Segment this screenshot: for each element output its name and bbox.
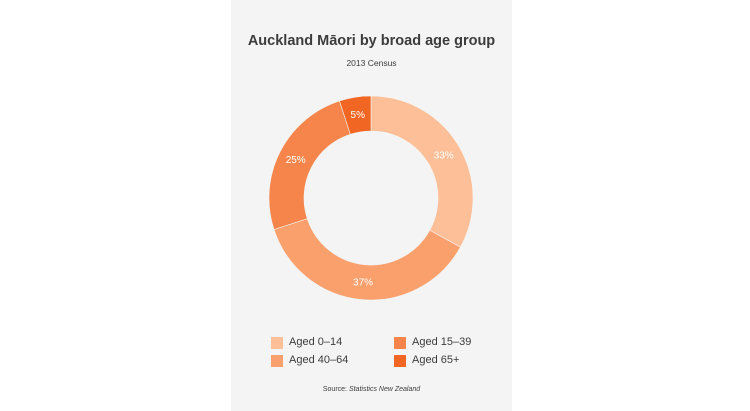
legend-swatch (394, 336, 406, 349)
legend-swatch (394, 354, 406, 367)
donut-slice-aged-40-64 (273, 218, 461, 301)
legend-label: Aged 0–14 (289, 336, 343, 348)
legend-label: Aged 15–39 (412, 336, 472, 348)
legend-swatch (271, 336, 283, 349)
source-prefix: Source: (322, 386, 347, 393)
legend-swatch (271, 354, 283, 367)
legend-label: Aged 65+ (412, 354, 460, 366)
legend-item-aged-15-39: Aged 15–39 (394, 336, 471, 349)
chart-card: Auckland Māori by broad age group 2013 C… (231, 0, 512, 411)
legend-item-aged-40-64: Aged 40–64 (271, 354, 348, 367)
source-note: Source: Statistics New Zealand (231, 385, 512, 394)
donut-chart: 33% 37% 25% 5% (268, 95, 474, 301)
slice-data-label: 37% (353, 278, 373, 289)
legend-item-aged-0-14: Aged 0–14 (271, 336, 342, 349)
chart-title: Auckland Māori by broad age group (247, 33, 496, 49)
legend-label: Aged 40–64 (289, 354, 349, 366)
source-name: Statistics New Zealand (348, 386, 421, 393)
slice-data-label: 33% (434, 150, 454, 161)
donut-slice-aged-65- (339, 95, 372, 135)
donut-slice-aged-0-14 (370, 95, 474, 248)
donut-slice-aged-15-39 (268, 100, 351, 230)
slice-data-label: 5% (351, 110, 366, 121)
slice-data-label: 25% (286, 155, 306, 166)
chart-subtitle: 2013 Census (346, 58, 397, 68)
legend-item-aged-65-plus: Aged 65+ (394, 354, 459, 367)
